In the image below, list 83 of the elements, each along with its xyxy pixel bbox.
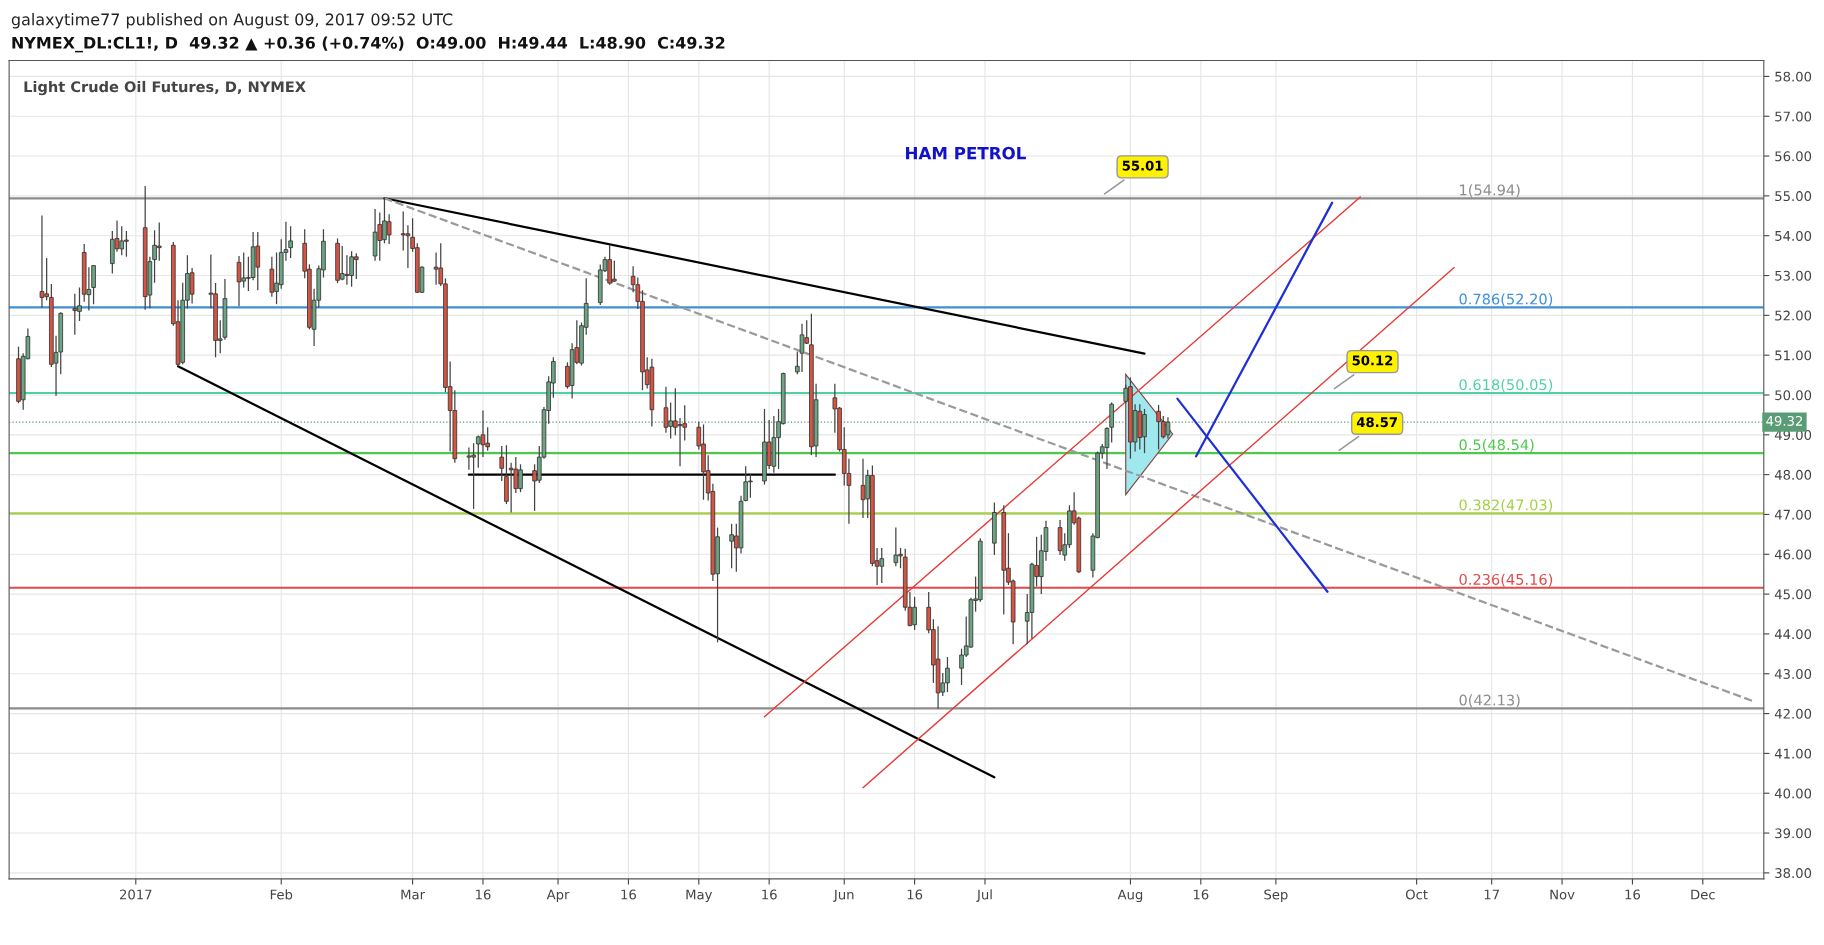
- candlestick: [400, 210, 406, 252]
- y-tick-label: 57.00: [1775, 111, 1812, 122]
- candlestick: [466, 446, 472, 471]
- ref-line-label: 0.236(45.16): [1459, 573, 1553, 587]
- candlestick: [433, 251, 439, 286]
- x-tick-label: Apr: [546, 889, 570, 903]
- y-tick-label: 56.00: [1775, 151, 1812, 162]
- x-tick-label: Aug: [1117, 889, 1143, 903]
- text: Light Crude Oil Futures, D, NYMEX: [24, 80, 306, 96]
- y-tick-label: 48.00: [1774, 469, 1812, 480]
- annotation: HAM PETROL: [906, 146, 1026, 160]
- y-tick-label: 53.00: [1775, 270, 1812, 281]
- ref-line-label: 0.5(48.54): [1459, 439, 1534, 453]
- candlestick: [339, 245, 345, 281]
- annotation: 50.12: [1352, 355, 1393, 366]
- x-tick-label: 16: [1193, 889, 1209, 900]
- y-tick-label: 39.00: [1775, 828, 1812, 839]
- ref-line-label: 49.32: [1766, 415, 1803, 426]
- y-tick-label: 43.00: [1774, 668, 1812, 679]
- x-tick-label: 16: [621, 889, 636, 900]
- x-tick-label: Feb: [270, 889, 293, 900]
- annotation: 48.57: [1356, 417, 1397, 428]
- y-tick-label: 38.00: [1775, 868, 1812, 879]
- ref-line-label: 1(54.94): [1460, 184, 1520, 198]
- candlestick: [156, 221, 162, 262]
- x-tick-label: Jul: [976, 889, 992, 902]
- candlestick: [386, 213, 392, 245]
- x-tick-label: 2017: [119, 889, 152, 900]
- y-tick-label: 42.00: [1774, 708, 1812, 719]
- x-tick-label: 17: [1484, 889, 1499, 900]
- y-tick-label: 45.00: [1774, 589, 1812, 600]
- y-tick-label: 51.00: [1775, 350, 1812, 361]
- candlestick: [799, 323, 805, 373]
- y-tick-label: 55.00: [1775, 191, 1812, 202]
- y-tick-label: 47.00: [1774, 509, 1812, 520]
- ref-line-label: 0.618(50.05): [1459, 378, 1553, 392]
- candlestick: [39, 214, 45, 309]
- candlestick: [189, 267, 195, 305]
- candlestick: [860, 458, 866, 519]
- x-tick-label: Dec: [1691, 889, 1715, 900]
- x-tick-label: Nov: [1550, 889, 1575, 900]
- candlestick: [499, 445, 505, 482]
- candlestick: [663, 386, 669, 434]
- x-tick-label: Mar: [401, 889, 426, 900]
- candlestick: [377, 211, 383, 262]
- x-tick-label: Jun: [833, 889, 854, 902]
- x-tick-label: 16: [907, 889, 923, 900]
- x-tick-label: 16: [476, 889, 491, 900]
- chart-subtitle: NYMEX_DL:CL1!, D 49.32 ▲ +0.36 (+0.74%) O:49.00 H:49.44 L:48.90 C:49.32: [12, 36, 725, 53]
- candlestick: [879, 547, 885, 584]
- text: galaxytime77 published on August 09, 2017 09:52 UTC: [11, 13, 453, 29]
- x-tick-label: Sep: [1264, 889, 1288, 903]
- y-tick-label: 44.00: [1774, 629, 1812, 640]
- y-tick-label: 50.00: [1775, 390, 1812, 401]
- ref-line-label: 0(42.13): [1459, 694, 1520, 708]
- candlestick: [508, 462, 514, 514]
- candlestick: [405, 224, 411, 269]
- candlestick: [344, 254, 350, 286]
- x-tick-label: 16: [762, 889, 777, 900]
- candlestick: [1160, 415, 1166, 440]
- candlestick: [119, 225, 125, 256]
- candlestick: [288, 225, 293, 259]
- y-tick-label: 40.00: [1774, 788, 1812, 799]
- candlestick: [269, 256, 275, 298]
- annotation: 55.01: [1122, 160, 1163, 171]
- candlestick: [372, 208, 378, 262]
- x-tick-label: Oct: [1405, 889, 1428, 900]
- ref-line-label: 0.382(47.03): [1459, 499, 1553, 513]
- candlestick: [236, 255, 242, 307]
- y-tick-label: 54.00: [1775, 230, 1812, 241]
- candlestick: [480, 409, 486, 458]
- y-tick-label: 46.00: [1774, 549, 1812, 560]
- y-tick-label: 52.00: [1775, 310, 1812, 321]
- y-tick-label: 58.00: [1775, 71, 1812, 82]
- candlestick: [72, 293, 78, 336]
- x-tick-label: 16: [1625, 889, 1640, 900]
- candlestick: [893, 526, 899, 567]
- candlestick: [1165, 416, 1171, 440]
- x-tick-label: May: [686, 889, 713, 903]
- y-tick-label: 41.00: [1774, 748, 1812, 759]
- candlestick: [729, 523, 734, 569]
- ref-line-label: 0.786(52.20): [1459, 293, 1553, 307]
- candlestick: [255, 231, 261, 291]
